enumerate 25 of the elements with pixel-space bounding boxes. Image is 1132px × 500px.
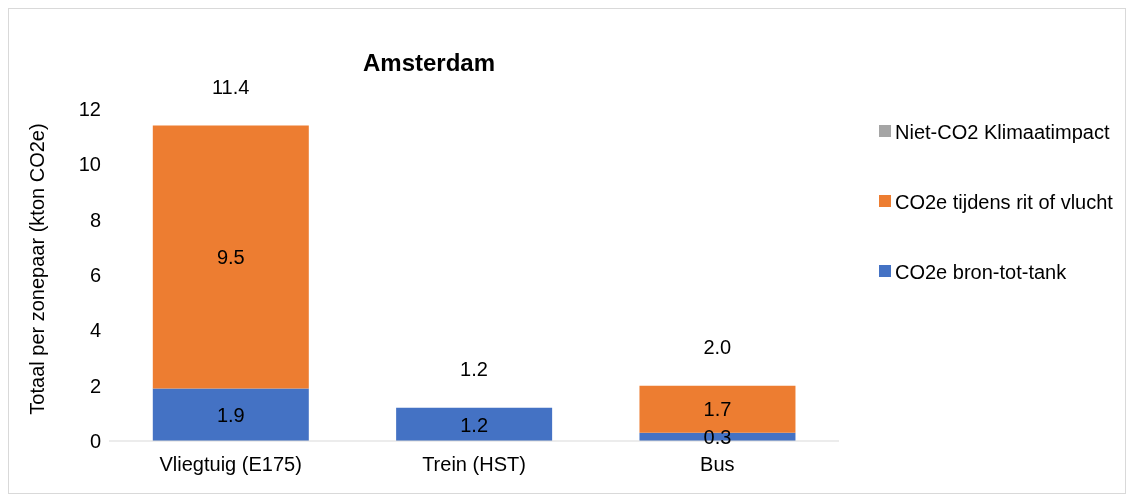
legend-label: CO2e tijdens rit of vlucht xyxy=(895,190,1113,215)
x-tick-label: Bus xyxy=(700,453,735,476)
chart-title: Amsterdam xyxy=(361,49,496,77)
legend-label: CO2e bron-tot-tank xyxy=(895,260,1067,285)
x-tick-label: Vliegtuig (E175) xyxy=(159,453,302,476)
y-tick-label: 12 xyxy=(78,98,101,121)
total-label: 1.2 xyxy=(459,357,489,381)
legend-label: Niet-CO2 Klimaatimpact xyxy=(895,120,1110,145)
bar xyxy=(152,388,309,441)
y-tick-label: 4 xyxy=(89,319,101,342)
y-axis-title: Totaal per zonepaar (kton CO2e) xyxy=(25,123,49,415)
y-tick-label: 6 xyxy=(89,264,101,287)
y-tick-label: 0 xyxy=(89,430,101,453)
y-tick-label: 10 xyxy=(78,153,101,176)
data-label: 1.9 xyxy=(216,403,245,426)
y-tick-label: 2 xyxy=(89,374,101,397)
bar xyxy=(396,407,553,441)
x-tick-label: Trein (HST) xyxy=(422,453,526,476)
total-label: 2.0 xyxy=(702,335,733,359)
bar xyxy=(152,125,309,389)
total-label: 11.4 xyxy=(210,75,251,99)
data-label: 9.5 xyxy=(216,246,245,269)
y-tick-label: 8 xyxy=(89,208,101,231)
data-label: 1.2 xyxy=(460,413,489,436)
data-label: 1.7 xyxy=(703,398,732,421)
